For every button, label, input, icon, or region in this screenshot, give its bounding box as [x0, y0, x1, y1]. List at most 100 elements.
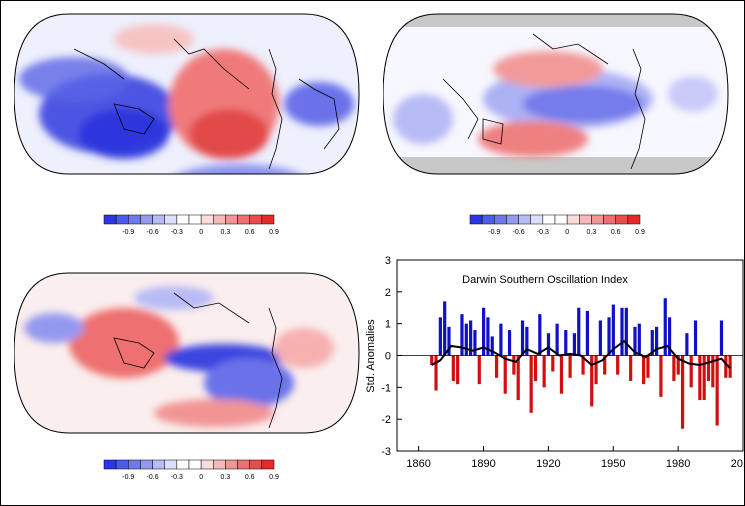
colorbar-tick-label: 0.3: [221, 474, 231, 481]
soi-bar: [676, 355, 680, 375]
soi-bar: [611, 304, 615, 356]
colorbar-swatch: [140, 214, 153, 225]
colorbar-swatch: [627, 214, 641, 225]
colorbar-swatch: [115, 459, 129, 470]
soi-bar: [525, 326, 529, 356]
soi-bar: [581, 355, 585, 375]
colorbar-tick-label: 0: [199, 474, 203, 481]
colorbar-swatch: [591, 214, 604, 225]
colorbar-tick-label: -0.9: [488, 229, 500, 236]
soi-bar: [650, 330, 654, 356]
colorbar-swatch: [494, 214, 507, 225]
colorbar-swatch: [115, 214, 129, 225]
colorbar-tick-label: 0.6: [245, 229, 255, 236]
colorbar-tick-label: -0.6: [147, 229, 159, 236]
colorbar-swatch: [213, 459, 226, 470]
colorbar-swatch: [542, 214, 556, 225]
soi-bar: [460, 314, 464, 356]
soi-bar: [590, 355, 594, 407]
y-tick-label: -2: [381, 414, 391, 426]
soi-bar: [659, 355, 663, 397]
colorbar-swatch: [188, 459, 202, 470]
soi-bar: [728, 355, 732, 378]
colorbar-c: -0.9 -0.6 -0.3 0 0.3 0.6 0.9: [103, 459, 279, 481]
soi-bar: [702, 355, 706, 401]
soi-bar: [464, 323, 468, 356]
colorbar-swatch: [140, 459, 153, 470]
soi-bar: [447, 326, 451, 356]
x-tick-label: 1890: [471, 458, 495, 470]
colorbar-swatch: [225, 214, 238, 225]
y-tick-label: 0: [385, 351, 391, 363]
soi-bar: [542, 355, 546, 388]
soi-bar: [629, 355, 633, 381]
colorbar-b: -0.9 -0.6 -0.3 0 0.3 0.6 0.9: [469, 214, 645, 236]
soi-bar: [693, 320, 698, 356]
soi-bar: [564, 330, 568, 356]
x-tick-label: 1950: [601, 458, 625, 470]
soi-bar: [559, 355, 564, 394]
soi-bar: [603, 355, 607, 375]
colorbar-swatch: [128, 459, 141, 470]
colorbar-tick-label: 0.6: [245, 474, 255, 481]
soi-bar: [512, 355, 516, 375]
colorbar-tick-label: -0.6: [513, 229, 525, 236]
colorbar-swatch: [530, 214, 544, 225]
colorbar-swatch: [518, 214, 531, 225]
y-tick-label: 3: [385, 255, 391, 267]
colorbar-swatch: [237, 459, 250, 470]
map-b-panel: [383, 13, 729, 175]
soi-bar: [516, 355, 520, 401]
colorbar-tick-label: -0.3: [537, 229, 549, 236]
colorbar-tick-label: 0: [565, 229, 569, 236]
colorbar-tick-label: -0.9: [122, 474, 134, 481]
soi-bar: [443, 301, 447, 356]
map-c-panel: [14, 272, 360, 434]
soi-bar: [680, 355, 685, 429]
colorbar-swatch: [152, 214, 165, 225]
soi-bar: [533, 355, 538, 381]
soi-bar: [711, 355, 715, 388]
colorbar-tick-label: 0.3: [587, 229, 597, 236]
y-tick-label: 2: [385, 287, 391, 299]
soi-bar: [655, 326, 659, 356]
colorbar-swatch: [164, 214, 178, 225]
soi-bar: [430, 355, 434, 366]
colorbar-swatch: [200, 214, 214, 225]
soi-bar: [685, 333, 689, 356]
colorbar-tick-label: -0.9: [122, 229, 134, 236]
soi-bar: [477, 355, 481, 385]
soi-bar: [698, 355, 702, 401]
colorbar-swatch: [603, 214, 616, 225]
soi-bar: [438, 317, 442, 356]
colorbar-tick-label: 0.6: [611, 229, 621, 236]
colorbar-swatch: [152, 459, 165, 470]
colorbar-swatch: [200, 459, 214, 470]
soi-bar: [719, 320, 724, 356]
colorbar-swatch: [103, 214, 117, 225]
soi-bar: [555, 323, 559, 356]
y-tick-label: -3: [381, 446, 391, 458]
soi-bar: [520, 320, 525, 356]
x-tick-label: 1920: [536, 458, 560, 470]
soi-bar: [434, 355, 438, 391]
colorbar-tick-label: 0.3: [221, 229, 231, 236]
soi-bar: [689, 355, 693, 388]
y-axis-label: Std. Anomalies: [365, 319, 377, 393]
soi-bar: [620, 307, 624, 356]
colorbar-tick-label: 0.9: [269, 474, 279, 481]
soi-bar: [473, 330, 477, 356]
soi-bar: [490, 336, 494, 356]
soi-bar: [482, 307, 486, 356]
map-a-panel: [14, 13, 360, 175]
colorbar-swatch: [213, 214, 226, 225]
soi-chart: Darwin Southern Oscillation Index Std. A…: [365, 255, 745, 470]
colorbar-swatch: [103, 459, 117, 470]
colorbar-tick-label: 0.9: [269, 229, 279, 236]
soi-bar: [663, 298, 667, 356]
soi-bar: [486, 317, 490, 356]
soi-bar: [637, 323, 641, 356]
colorbar-swatch: [506, 214, 519, 225]
colorbar-tick-label: -0.3: [171, 474, 183, 481]
soi-bar: [456, 355, 460, 385]
